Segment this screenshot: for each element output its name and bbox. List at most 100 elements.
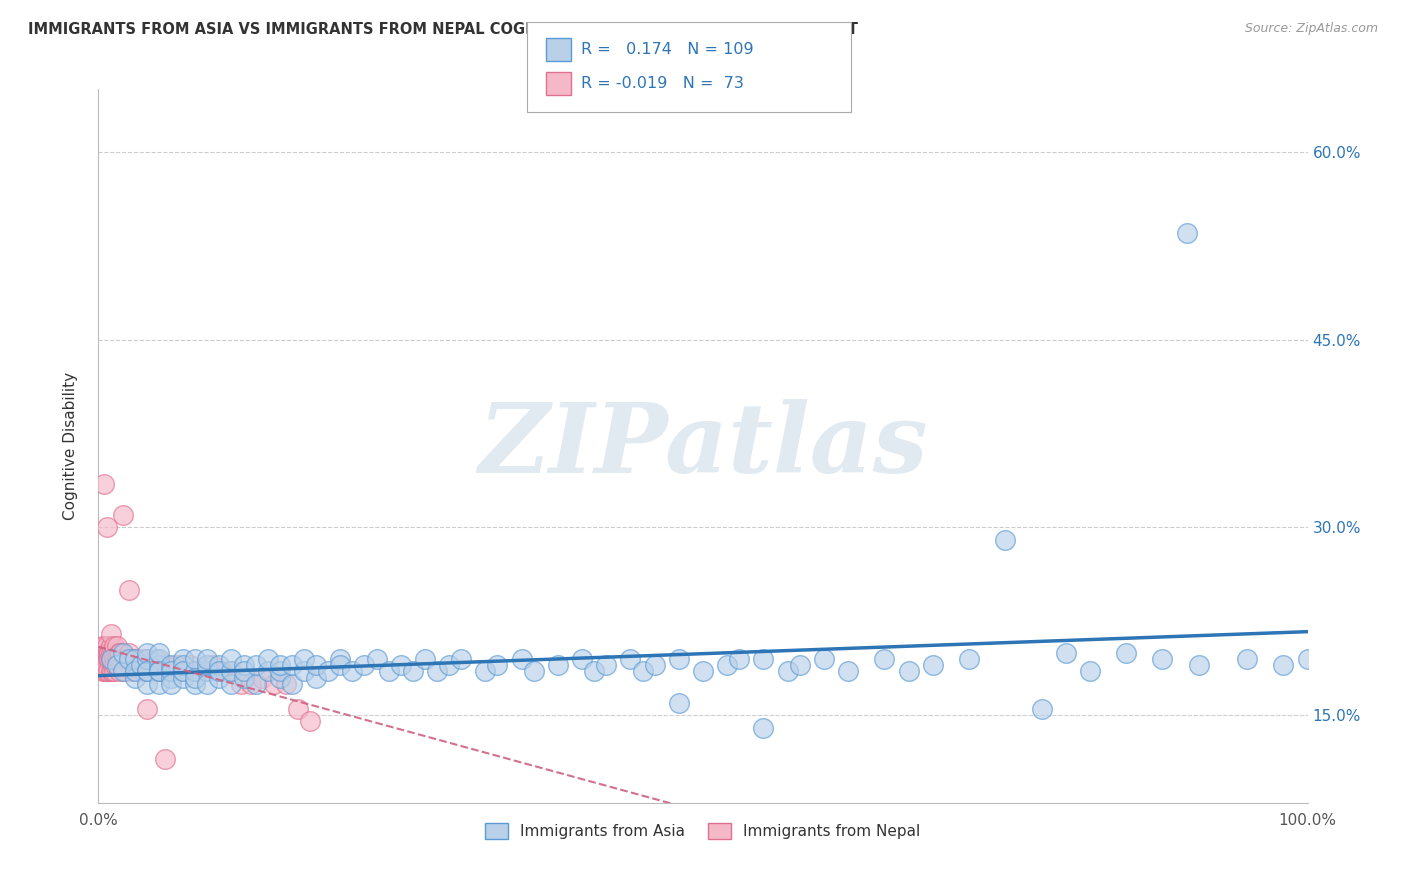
Point xyxy=(595,658,617,673)
Point xyxy=(135,665,157,679)
Point xyxy=(135,646,157,660)
Point xyxy=(160,677,183,691)
Point xyxy=(124,652,146,666)
Point xyxy=(93,640,115,654)
Point xyxy=(98,652,121,666)
Point xyxy=(172,671,194,685)
Point xyxy=(172,665,194,679)
Point xyxy=(160,665,183,679)
Point xyxy=(619,652,641,666)
Point xyxy=(125,665,148,679)
Point xyxy=(100,665,122,679)
Point xyxy=(111,646,134,660)
Point xyxy=(184,671,207,685)
Point xyxy=(118,646,141,660)
Point xyxy=(377,665,399,679)
Point xyxy=(148,665,170,679)
Point xyxy=(94,665,117,679)
Point xyxy=(128,652,150,666)
Point xyxy=(97,652,120,666)
Point xyxy=(115,652,138,666)
Point xyxy=(108,646,131,660)
Point xyxy=(287,702,309,716)
Point xyxy=(329,652,352,666)
Point xyxy=(184,677,207,691)
Point xyxy=(150,665,173,679)
Point xyxy=(101,658,124,673)
Point xyxy=(111,508,134,522)
Point xyxy=(437,658,460,673)
Point xyxy=(426,665,449,679)
Point xyxy=(342,665,364,679)
Point xyxy=(135,665,157,679)
Point xyxy=(135,652,157,666)
Point xyxy=(172,658,194,673)
Point xyxy=(97,665,120,679)
Point xyxy=(239,677,262,691)
Y-axis label: Cognitive Disability: Cognitive Disability xyxy=(63,372,77,520)
Point xyxy=(160,665,183,679)
Point xyxy=(96,640,118,654)
Point xyxy=(97,646,120,660)
Point xyxy=(141,665,163,679)
Point xyxy=(1115,646,1137,660)
Point xyxy=(148,665,170,679)
Point xyxy=(668,696,690,710)
Point xyxy=(132,665,155,679)
Point xyxy=(202,658,225,673)
Point xyxy=(402,665,425,679)
Point xyxy=(1272,658,1295,673)
Point xyxy=(1152,652,1174,666)
Text: IMMIGRANTS FROM ASIA VS IMMIGRANTS FROM NEPAL COGNITIVE DISABILITY CORRELATION C: IMMIGRANTS FROM ASIA VS IMMIGRANTS FROM … xyxy=(28,22,858,37)
Point xyxy=(110,658,132,673)
Text: R = -0.019   N =  73: R = -0.019 N = 73 xyxy=(581,76,744,91)
Point xyxy=(274,677,297,691)
Point xyxy=(195,665,218,679)
Point xyxy=(316,665,339,679)
Point xyxy=(91,652,114,666)
Point xyxy=(752,652,775,666)
Text: Source: ZipAtlas.com: Source: ZipAtlas.com xyxy=(1244,22,1378,36)
Point xyxy=(108,646,131,660)
Point xyxy=(108,652,131,666)
Point xyxy=(148,646,170,660)
Point xyxy=(103,665,125,679)
Point xyxy=(184,665,207,679)
Point xyxy=(571,652,593,666)
Point xyxy=(873,652,896,666)
Point xyxy=(208,665,231,679)
Point xyxy=(299,714,322,729)
Point xyxy=(96,658,118,673)
Point xyxy=(413,652,436,666)
Point xyxy=(100,646,122,660)
Point xyxy=(111,665,134,679)
Point xyxy=(148,658,170,673)
Point xyxy=(789,658,811,673)
Point xyxy=(752,721,775,735)
Point xyxy=(91,652,114,666)
Point xyxy=(145,652,167,666)
Point xyxy=(221,677,243,691)
Point xyxy=(122,652,145,666)
Point xyxy=(93,476,115,491)
Point xyxy=(897,665,920,679)
Point xyxy=(776,665,799,679)
Point xyxy=(124,671,146,685)
Point xyxy=(96,646,118,660)
Point xyxy=(305,658,328,673)
Point xyxy=(112,652,135,666)
Point xyxy=(269,671,291,685)
Point xyxy=(124,665,146,679)
Point xyxy=(1175,226,1198,240)
Point xyxy=(195,658,218,673)
Point xyxy=(728,652,751,666)
Point xyxy=(91,646,114,660)
Point xyxy=(921,658,943,673)
Point xyxy=(100,652,122,666)
Point xyxy=(510,652,533,666)
Point xyxy=(389,658,412,673)
Point xyxy=(957,652,980,666)
Point xyxy=(114,665,136,679)
Point xyxy=(172,652,194,666)
Point xyxy=(256,652,278,666)
